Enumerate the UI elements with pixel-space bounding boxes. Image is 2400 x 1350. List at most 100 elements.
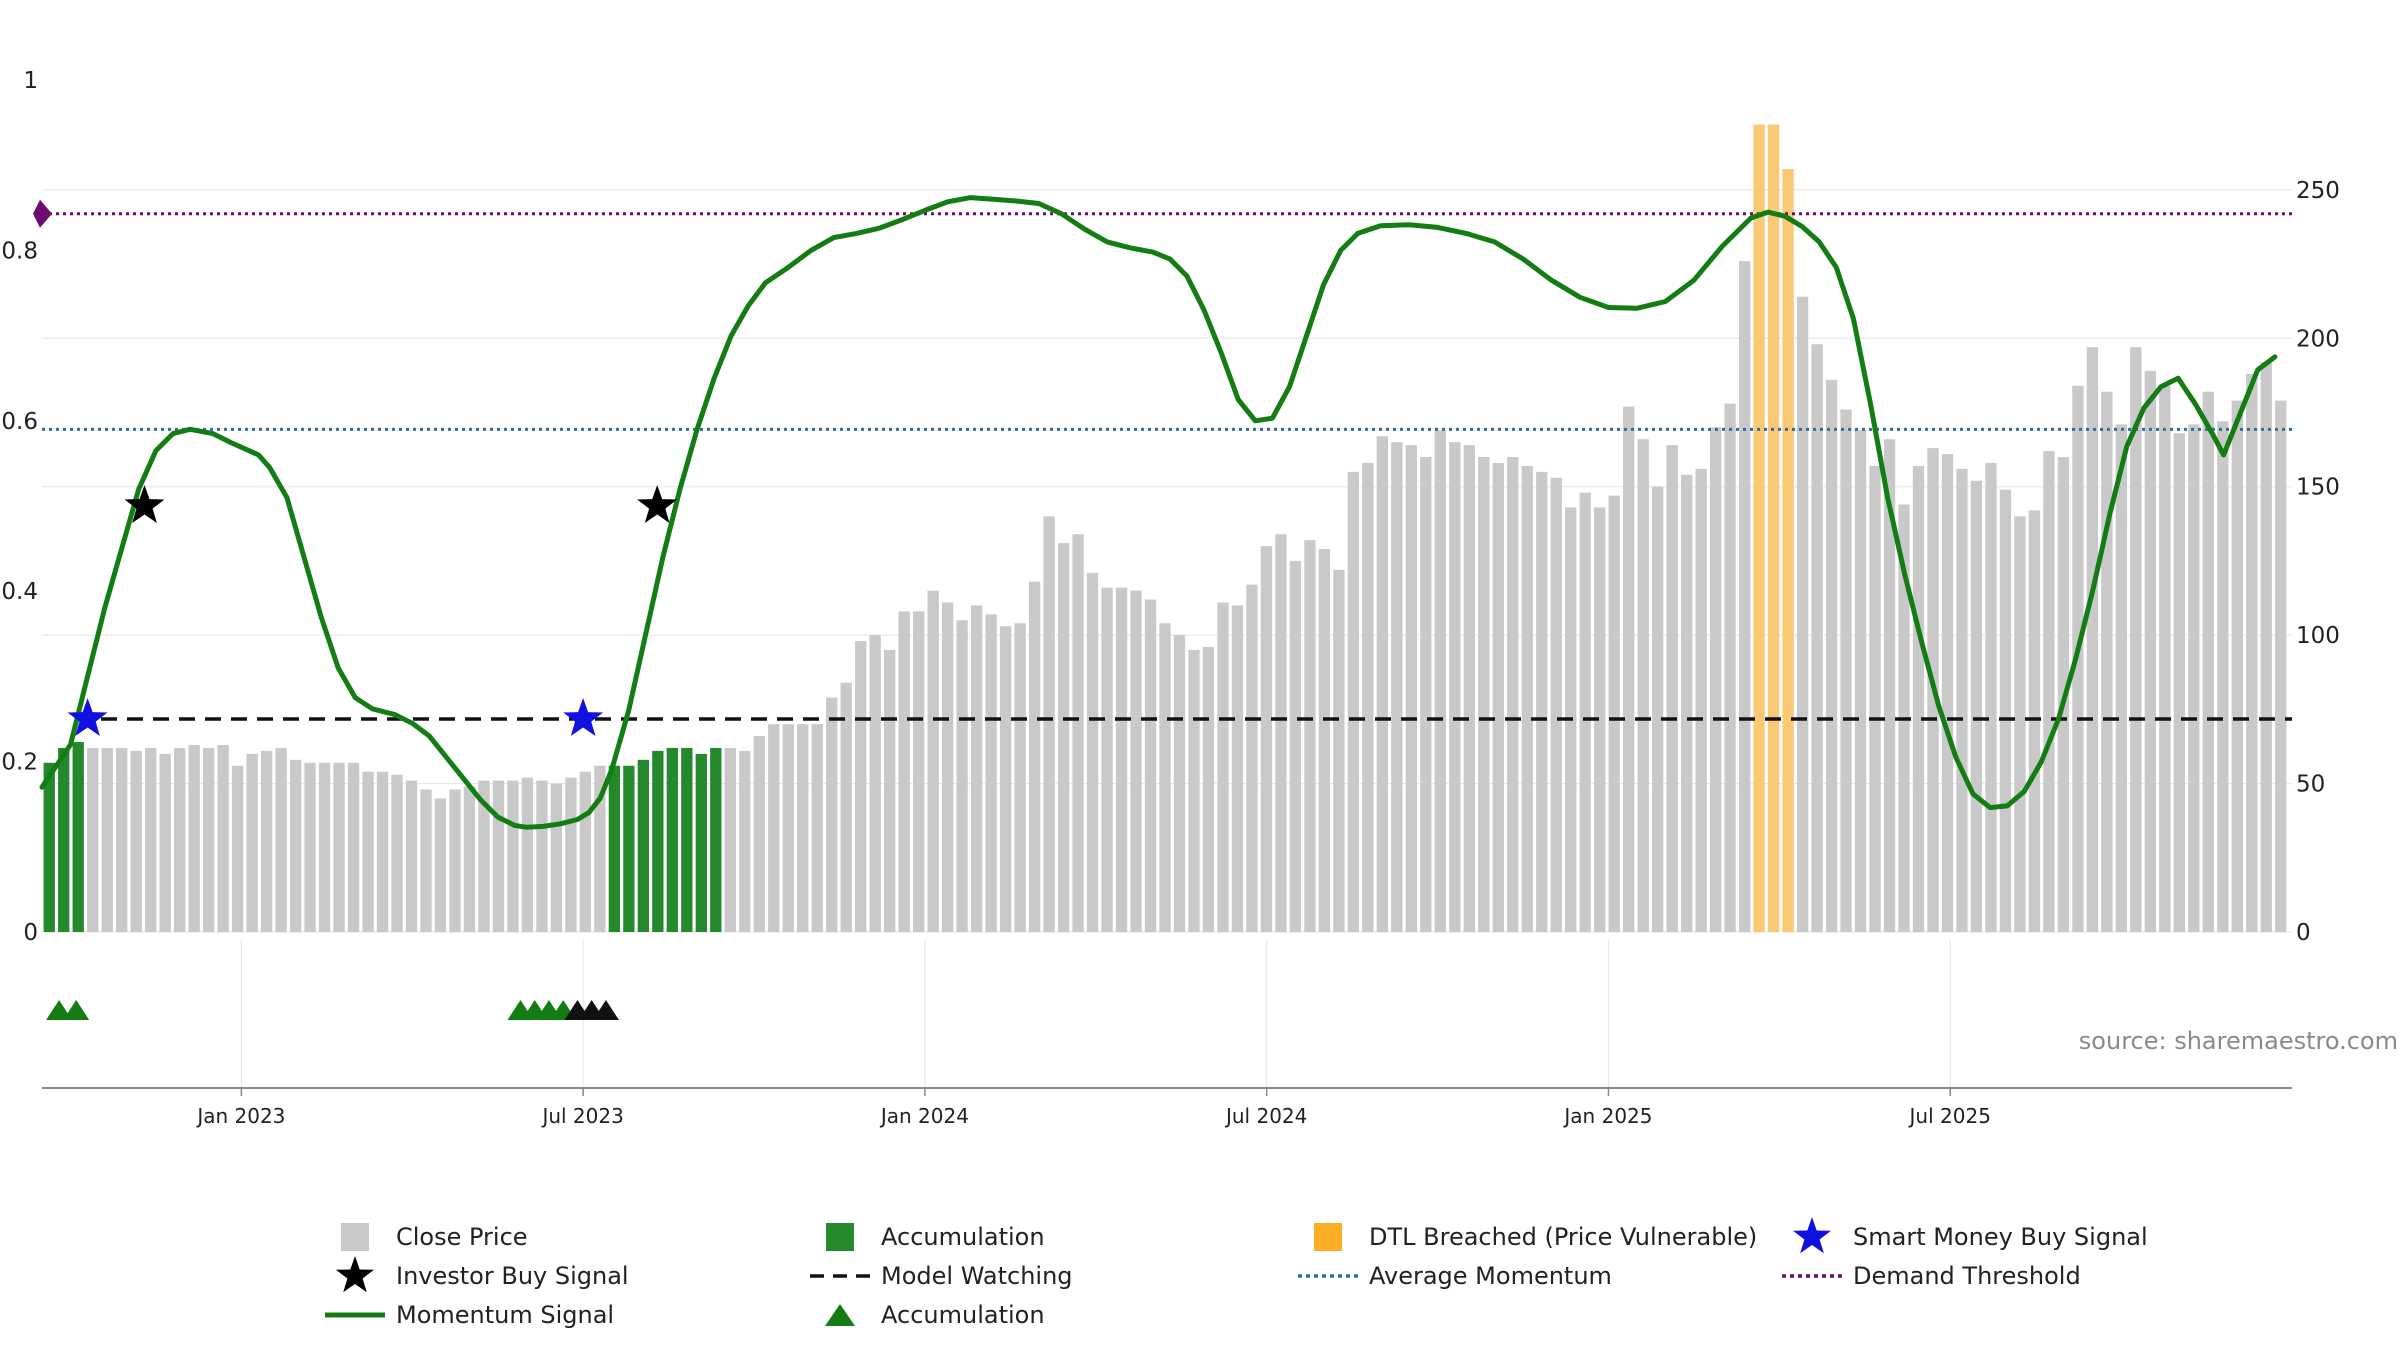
close-price-bar [1796,296,1809,933]
signals-layer [46,485,678,1020]
close-price-bar [1825,379,1838,933]
close-price-bar [2231,400,2243,932]
close-price-bar [304,762,316,932]
close-price-bar [1202,647,1215,932]
close-price-bar [145,747,157,932]
smart-money-buy-star [67,698,108,736]
x-axis-tick-label: Jul 2025 [1908,1104,1991,1128]
close-price-bar [376,771,389,932]
close-price-bar [246,753,258,932]
legend-swatch-close-price [341,1223,369,1251]
close-price-bar [1507,457,1519,932]
dtl-breached-bar [1753,124,1765,932]
close-price-bar [231,765,244,932]
close-price-bar [1391,442,1403,932]
close-price-bar [941,602,954,932]
close-price-bar [1985,462,1997,932]
close-price-bar [2144,370,2156,932]
close-price-bar [855,641,867,932]
accumulation-triangle-marker [63,1000,90,1020]
legend-item: Average Momentum [1298,1262,1612,1290]
legend-item: Momentum Signal [325,1301,614,1329]
close-price-bar [420,789,432,932]
dtl-breached-bar [1767,124,1780,932]
close-price-bar [1637,439,1649,932]
close-price-bar [478,780,490,932]
close-price-bar [449,789,461,932]
close-price-bar [1579,492,1591,932]
close-price-bar [1478,457,1490,932]
close-price-bar [1420,457,1432,932]
close-price-bar [811,724,823,932]
close-price-bar [1463,445,1475,932]
legend-label: Momentum Signal [396,1301,614,1329]
legend-swatch-accumulation-triangle [825,1304,855,1326]
close-price-bar [217,744,229,932]
close-price-bar [898,611,910,932]
close-price-bar [405,780,418,932]
close-price-bar [724,747,736,932]
legend-item: Investor Buy Signal [336,1256,629,1293]
close-price-bar [1115,587,1128,932]
accumulation-bar [666,747,678,932]
close-price-bar [1738,261,1751,933]
accumulation-bar [72,742,84,932]
legend-label: Smart Money Buy Signal [1853,1223,2148,1251]
accumulation-bar [652,750,664,932]
accumulation-triangle-marker [46,1000,73,1020]
close-price-bar [1188,649,1200,932]
dtl-breached-bar [1782,169,1794,932]
close-price-bar [826,697,838,932]
close-price-bar [1941,454,1954,932]
close-price-bar [999,626,1012,932]
close-price-bar [1521,465,1533,932]
close-price-bar [927,590,939,932]
x-axis-tick-label: Jul 2023 [540,1104,623,1128]
close-price-bar [1217,602,1229,932]
close-price-bar [1304,540,1316,932]
close-price-bar [1709,427,1722,932]
legend-item: Accumulation [826,1223,1045,1251]
reference-lines [33,199,2292,721]
left-axis-tick-label: 0 [23,920,38,946]
close-price-bar [1999,489,2012,932]
close-price-bar [782,724,794,932]
close-price-bar [1434,430,1446,932]
close-price-bar [1101,587,1113,932]
close-price-bar [1681,474,1693,932]
close-price-bar [1854,430,1867,932]
close-price-bar [1014,623,1026,932]
close-price-bar [1333,569,1345,932]
close-price-bar [2173,433,2185,932]
close-price-bar [333,762,345,932]
right-axis-tick-label: 50 [2296,772,2325,798]
accumulation-bar [681,747,693,932]
legend-label: DTL Breached (Price Vulnerable) [1369,1223,1757,1251]
legend-item: Smart Money Buy Signal [1793,1217,2148,1254]
close-price-bar [1695,468,1707,932]
close-price-bar [1130,590,1142,932]
close-price-bar [1072,534,1084,932]
close-price-bar [1260,546,1273,932]
close-price-bar [2159,385,2171,932]
accumulation-bar [608,765,621,932]
close-price-bar [1492,462,1504,932]
close-price-bar [87,747,99,932]
close-price-bar [1666,445,1678,932]
left-axis-tick-label: 0.2 [1,750,38,776]
close-price-bar [956,620,968,932]
close-price-bar [1811,344,1823,933]
close-price-bar [130,750,142,932]
close-price-bar [1318,549,1331,932]
legend-item: Model Watching [810,1262,1073,1290]
close-price-bar [739,750,751,932]
close-price-bar [1231,605,1244,932]
close-price-bar [507,780,519,932]
close-price-bar [2014,516,2026,932]
close-price-bar [1405,445,1417,932]
close-price-bar [913,611,925,932]
close-price-bar [869,635,881,932]
source-label: source: sharemaestro.com [2079,1027,2398,1055]
close-price-bar [594,765,606,932]
